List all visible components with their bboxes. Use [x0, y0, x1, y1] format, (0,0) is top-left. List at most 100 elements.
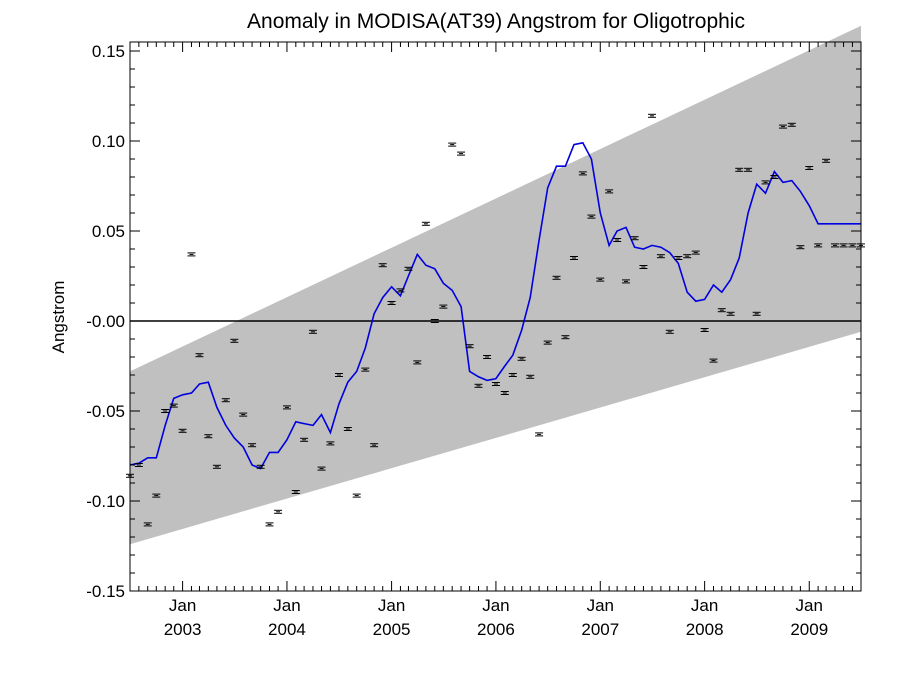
data-point — [569, 256, 578, 260]
data-point — [596, 277, 605, 282]
data-point — [404, 266, 413, 271]
data-point — [282, 405, 291, 410]
data-point — [195, 353, 204, 358]
data-point — [352, 493, 361, 498]
chart-title: Anomaly in MODISA(AT39) Angstrom for Oli… — [247, 10, 745, 33]
data-point — [552, 275, 561, 280]
y-axis-label: Angstrom — [49, 281, 68, 354]
data-point — [248, 443, 257, 448]
data-point — [204, 434, 213, 439]
data-point — [822, 158, 831, 163]
data-point — [169, 403, 178, 408]
data-point — [717, 308, 726, 313]
data-point — [648, 113, 657, 118]
data-point — [578, 171, 587, 176]
data-point — [508, 373, 517, 377]
data-point — [805, 166, 814, 170]
x-tick-label-month: Jan — [169, 596, 196, 615]
data-point — [256, 464, 265, 469]
data-point — [230, 338, 239, 343]
data-point — [448, 142, 457, 147]
y-tick-label: 0.15 — [92, 42, 125, 61]
x-tick-label-year: 2006 — [477, 620, 515, 639]
x-tick-label-month: Jan — [482, 596, 509, 615]
smoothed-anomaly-line — [129, 141, 861, 470]
data-point — [317, 466, 326, 471]
x-tick-label-month: Jan — [691, 596, 718, 615]
data-point — [212, 464, 221, 469]
confidence-band-layer — [130, 25, 861, 545]
axes-layer: 0.15 0.10 0.05 -0.00 -0.05 -0.10 -0.15 Jan 2003 J… — [86, 41, 862, 639]
data-point — [178, 428, 187, 433]
data-point — [387, 301, 396, 305]
data-point — [543, 340, 552, 345]
data-point — [300, 437, 309, 442]
data-point — [605, 189, 614, 194]
data-point — [334, 373, 343, 377]
data-point — [830, 243, 839, 248]
data-point — [152, 493, 161, 498]
data-point — [726, 311, 735, 316]
confidence-band — [130, 25, 861, 545]
x-tick-label-month: Jan — [378, 596, 405, 615]
x-tick-label-year: 2009 — [790, 620, 828, 639]
x-tick-label-year: 2003 — [164, 620, 202, 639]
data-point — [778, 124, 787, 129]
data-point — [814, 243, 823, 248]
x-tick-label-month: Jan — [796, 596, 823, 615]
data-point — [639, 265, 648, 269]
data-point — [378, 263, 387, 268]
data-point — [326, 441, 335, 446]
data-point — [526, 374, 535, 379]
data-point — [457, 151, 466, 156]
data-point — [735, 167, 744, 172]
data-point — [143, 522, 152, 527]
y-tick-label: 0.05 — [92, 222, 125, 241]
data-point — [221, 398, 230, 403]
data-point — [187, 252, 196, 257]
data-point — [465, 344, 474, 349]
data-point — [265, 522, 274, 527]
data-point — [291, 490, 300, 494]
x-tick-label-year: 2008 — [686, 620, 724, 639]
y-tick-label: -0.05 — [86, 402, 125, 421]
data-point — [752, 311, 761, 316]
data-point — [430, 319, 439, 323]
data-point — [308, 329, 317, 334]
data-point — [421, 221, 430, 226]
data-point — [561, 335, 570, 340]
data-point — [370, 443, 379, 448]
data-point — [491, 382, 500, 386]
data-point — [674, 256, 683, 260]
data-point — [761, 180, 770, 185]
data-point — [396, 288, 405, 293]
x-tick-label-year: 2004 — [268, 620, 306, 639]
data-point — [343, 427, 352, 431]
data-point — [483, 355, 492, 359]
data-point — [691, 250, 700, 255]
data-point — [683, 254, 692, 259]
data-point — [700, 328, 709, 332]
data-point — [613, 238, 622, 242]
data-point — [848, 243, 857, 248]
data-point — [770, 175, 779, 179]
y-tick-label: -0.10 — [86, 492, 125, 511]
data-point — [439, 304, 448, 309]
x-tick-label-month: Jan — [587, 596, 614, 615]
data-point — [787, 122, 796, 127]
data-point — [161, 409, 170, 413]
data-point — [622, 279, 631, 284]
data-point — [134, 463, 143, 467]
x-tick-label-year: 2005 — [373, 620, 411, 639]
data-point — [796, 245, 805, 250]
data-point — [630, 236, 639, 241]
data-point — [744, 167, 753, 172]
data-point — [274, 509, 283, 514]
data-point — [413, 360, 422, 365]
data-point — [709, 358, 718, 363]
data-point — [361, 367, 370, 372]
data-point — [535, 432, 544, 437]
data-point — [839, 243, 848, 248]
x-tick-label-month: Jan — [273, 596, 300, 615]
